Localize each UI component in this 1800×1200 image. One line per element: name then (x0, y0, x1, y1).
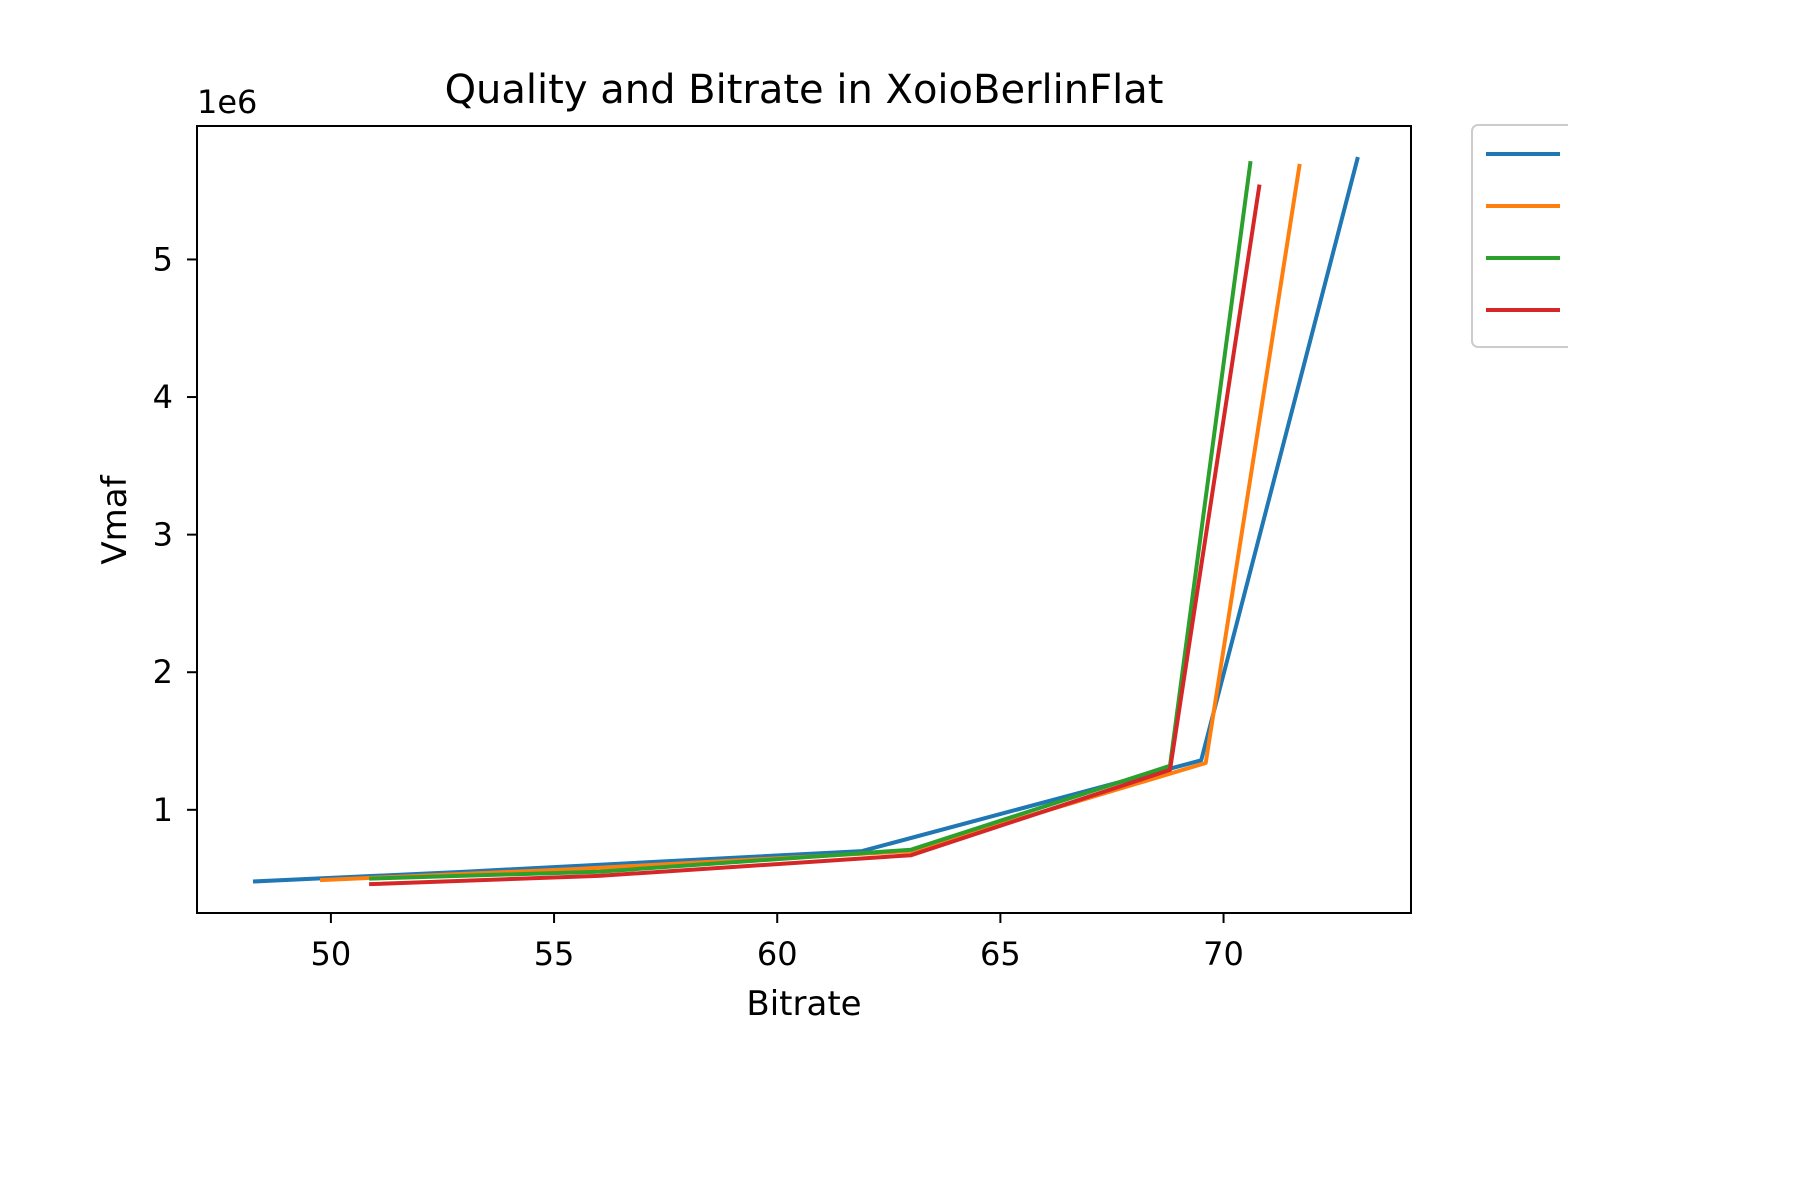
y-tick-label: 3 (153, 516, 173, 554)
y-tick-label: 4 (153, 378, 173, 416)
y-tick-label: 2 (153, 653, 173, 691)
x-tick-label: 50 (311, 935, 352, 973)
x-tick-label: 70 (1203, 935, 1244, 973)
x-tick-label: 60 (757, 935, 798, 973)
y-axis: 1 2 3 4 5 (153, 240, 197, 829)
chart: Quality and Bitrate in XoioBerlinFlat 1e… (0, 0, 1568, 1045)
x-tick-label: 55 (534, 935, 575, 973)
series-line-4 (369, 184, 1262, 887)
y-tick-label: 1 (153, 791, 173, 829)
series-line-3 (369, 160, 1253, 881)
axes-frame (196, 125, 1412, 914)
x-axis: 50 55 60 65 70 (311, 913, 1244, 973)
x-tick-label: 65 (980, 935, 1021, 973)
y-tick-label: 5 (153, 240, 173, 278)
legend-box (1471, 124, 1568, 348)
plot-area (252, 156, 1360, 887)
y-offset-label: 1e6 (197, 83, 257, 121)
x-axis-label: Bitrate (746, 984, 861, 1024)
legend (1471, 124, 1568, 348)
y-axis-label: Vmaf (95, 474, 135, 564)
chart-background (0, 0, 1568, 1045)
chart-title: Quality and Bitrate in XoioBerlinFlat (445, 67, 1164, 113)
